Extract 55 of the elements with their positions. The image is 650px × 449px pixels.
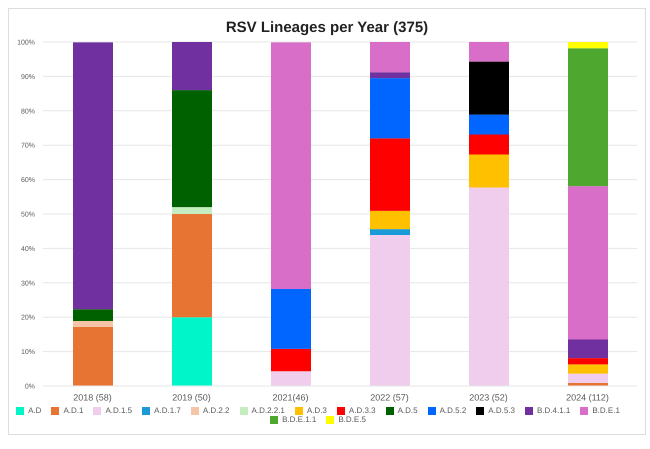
bar (469, 154, 509, 188)
bar (370, 42, 410, 72)
bar (469, 62, 509, 115)
bar (172, 214, 212, 318)
x-tick-label: 2023 (52) (469, 392, 508, 402)
legend-label: A.D.1 (63, 406, 84, 415)
chart-title: RSV Lineages per Year (375) (224, 19, 430, 36)
legend-label: B.D.E.1.1 (282, 415, 316, 424)
legend-label: A.D.1.7 (154, 406, 181, 415)
bar (370, 72, 410, 78)
bar (73, 320, 113, 327)
bar (172, 317, 212, 386)
legend-label: A.D.5.2 (440, 406, 466, 415)
legend-label: A.D.2.2 (202, 406, 230, 415)
bar (370, 78, 410, 138)
bar (271, 288, 311, 349)
bar (73, 42, 113, 310)
bar (568, 48, 608, 186)
bar (568, 358, 608, 364)
bar (370, 210, 410, 230)
legend-label: B.D.E.5 (338, 415, 366, 424)
bar (271, 348, 311, 372)
x-tick-label: 2019 (50) (172, 392, 211, 402)
bar (469, 42, 509, 62)
bar (172, 42, 212, 90)
bar (469, 114, 509, 135)
bar (568, 364, 608, 374)
x-tick-label: 2018 (58) (73, 392, 112, 402)
bar (469, 134, 509, 154)
legend-label: A.D.2.2.1 (252, 406, 285, 415)
bar (370, 229, 410, 235)
bar (568, 340, 608, 358)
bar (172, 90, 212, 208)
bar (469, 188, 509, 386)
bar (271, 371, 311, 386)
x-tick-label: 2021(46) (272, 392, 309, 402)
legend-label: A.D.3.3 (348, 406, 376, 415)
bar (370, 234, 410, 386)
bar (568, 374, 608, 383)
bar (73, 309, 113, 321)
bar (271, 42, 311, 289)
bar (370, 138, 410, 211)
legend-label: B.D.E.1 (592, 406, 620, 415)
bar (568, 42, 608, 48)
legend-label: A.D (28, 406, 42, 415)
legend-label: A.D.3 (306, 406, 327, 415)
bar (172, 207, 212, 214)
legend-label: A.D.5.3 (488, 406, 515, 415)
x-tick-label: 2024 (112) (566, 392, 609, 402)
bar (568, 186, 608, 340)
legend-label: A.D.1.5 (105, 406, 132, 415)
x-tick-label: 2022 (57) (370, 392, 409, 402)
legend-label: B.D.4.1.1 (536, 406, 570, 415)
bar (73, 326, 113, 386)
legend-label: A.D.5 (398, 406, 418, 415)
